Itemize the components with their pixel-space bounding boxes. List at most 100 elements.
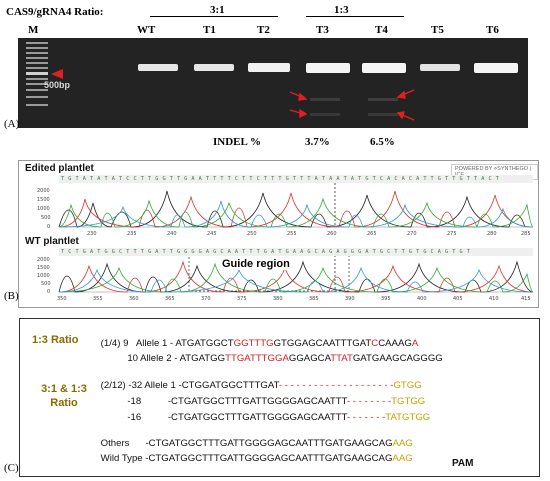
- wt-trace-green: [58, 262, 534, 293]
- allele-row-1-prefix: (1/4) 9 Allele 1 -: [100, 338, 176, 349]
- allele-row-1-f: A: [411, 338, 419, 349]
- edited-ytick-1500: 1500: [37, 197, 50, 203]
- wild-type-pam: AAG: [392, 453, 413, 464]
- edited-xtick-265: 265: [367, 231, 377, 237]
- ratio-3-1-line1: 3:1 & 1:3: [41, 383, 87, 395]
- others-pam: AAG: [392, 438, 413, 449]
- group-label-1-3: 1:3: [334, 4, 349, 16]
- faint-band-t3-upper: [310, 98, 340, 101]
- allele-sequence-panel: 1:3 Ratio 3:1 & 1:3 Ratio (1/4) 9 Allele…: [19, 318, 540, 477]
- edited-xtick-280: 280: [487, 231, 497, 237]
- allele-row-5: -16 -CTGATGGCTTTGATTGGGGAGCAATTT- - - - …: [90, 401, 430, 434]
- allele-row-4-prefix: -18 -: [100, 396, 172, 407]
- ratio-3-1-line2: Ratio: [50, 397, 78, 409]
- edited-chromatogram: 2000 1500 1000 500 0 230 235 240 245 250…: [37, 183, 534, 237]
- wt-ytick-1000: 1000: [37, 273, 50, 279]
- allele-row-1: (1/4) 9 Allele 1 - ATGATGGCTGGTTTGGTGGAG…: [90, 327, 419, 360]
- edited-plantlet-title: Edited plantlet: [25, 163, 94, 174]
- faint-band-t4-upper: [368, 98, 398, 101]
- marker-label: 500bp: [44, 80, 71, 90]
- allele-row-1-e: CAAAG: [378, 338, 412, 349]
- lane-label-t6: T6: [486, 24, 499, 36]
- edited-seq-bar: T G T A T A T A T C C T T G G T T G A A …: [59, 175, 533, 183]
- band-t3: [306, 63, 350, 73]
- wt-xtick-395: 395: [381, 296, 391, 302]
- edited-xtick-245: 245: [207, 231, 217, 237]
- allele-row-3-prefix: (2/12) -32 Allele 1 -: [100, 380, 182, 391]
- wt-xtick-380: 380: [273, 296, 283, 302]
- band-t2: [248, 63, 290, 72]
- allele-row-3-seq: CTGGATGGCTTTGAT: [181, 380, 279, 391]
- allele-row-1-b: GGTTTG: [233, 338, 274, 349]
- lane-label-t4: T4: [375, 24, 388, 36]
- allele-row-2-a: ATGATGG: [179, 353, 226, 364]
- panel-letter-b: (B): [4, 290, 19, 302]
- band-t1: [194, 64, 234, 71]
- edited-xtick-230: 230: [87, 231, 97, 237]
- wt-xtick-385: 385: [309, 296, 319, 302]
- edited-trace-green: [58, 197, 534, 228]
- indel-t4: 6.5%: [370, 136, 395, 148]
- faint-band-t4-lower: [368, 113, 398, 116]
- wt-xtick-390: 390: [345, 296, 355, 302]
- edited-xtick-240: 240: [167, 231, 177, 237]
- edited-ytick-0: 0: [47, 224, 50, 230]
- allele-row-5-prefix: -16 -: [100, 412, 172, 423]
- allele-row-3-end: GTGG: [393, 380, 422, 391]
- wt-xtick-365: 365: [165, 296, 175, 302]
- allele-row-3-deletion: - - - - - - - - - - - - - - - - - - - -: [278, 380, 394, 391]
- wt-xtick-400: 400: [417, 296, 427, 302]
- wt-trace-blue: [58, 266, 534, 293]
- wt-seq-bar: T C T G A T G G C T T T G A T T G G G G …: [59, 248, 533, 256]
- others-prefix: Others -: [100, 438, 149, 449]
- wt-xtick-350: 350: [57, 296, 67, 302]
- lane-label-m: M: [28, 24, 39, 36]
- ratio-1-3-label: 1:3 Ratio: [32, 334, 79, 346]
- wt-xtick-370: 370: [201, 296, 211, 302]
- wt-seq-text: T C T G A T G G C T T T G A T T G G G G …: [61, 249, 471, 255]
- allele-row-1-c: GTGGAGCAATTTGAT: [273, 338, 372, 349]
- wt-plantlet-title: WT plantlet: [25, 236, 79, 247]
- marker-arrow: [51, 69, 63, 79]
- panel-letter-c: (C): [4, 462, 19, 474]
- allele-row-2-prefix: 10 Allele 2 -: [100, 353, 180, 364]
- wt-xtick-415: 415: [521, 296, 531, 302]
- allele-row-1-d: C: [371, 338, 379, 349]
- allele-row-4-seq: CTGATGGCTTTGATTGGGGAGCAATTT: [171, 396, 347, 407]
- allele-row-5-seq: CTGATGGCTTTGATTGGGGAGCAATTT: [171, 412, 347, 423]
- wt-ytick-500: 500: [41, 281, 51, 287]
- ratio-3-1-and-1-3-label: 3:1 & 1:3 Ratio: [34, 383, 94, 409]
- ladder-lane: [26, 42, 48, 106]
- edited-xtick-250: 250: [247, 231, 257, 237]
- allele-row-4: -18 -CTGATGGCTTTGATTGGGGAGCAATTT- - - - …: [90, 385, 425, 418]
- allele-row-2-b: TTGATTTGGA: [225, 353, 289, 364]
- allele-row-5-deletion: - - - - - - -: [346, 412, 386, 423]
- allele-row-2-d: TTAT: [330, 353, 353, 364]
- wt-xtick-405: 405: [453, 296, 463, 302]
- band-t6: [474, 63, 518, 73]
- wild-type-row: Wild Type -CTGATGGCTTTGATTGGGGAGCAATTTGA…: [90, 442, 413, 475]
- edited-ytick-500: 500: [41, 215, 51, 221]
- edited-trace-black: [58, 190, 526, 228]
- wt-xtick-355: 355: [93, 296, 103, 302]
- lane-label-t5: T5: [431, 24, 444, 36]
- lane-label-wt: WT: [137, 24, 156, 36]
- lane-label-t3: T3: [316, 24, 329, 36]
- edited-xtick-270: 270: [407, 231, 417, 237]
- allele-row-3: (2/12) -32 Allele 1 -CTGGATGGCTTTGAT- - …: [90, 369, 422, 402]
- wt-chromatogram: 2000 1500 1000 500 0 350 355 360 365 370…: [37, 256, 534, 302]
- allele-row-4-deletion: - - - - - - - -: [346, 396, 392, 407]
- allele-row-2: 10 Allele 2 - ATGATGGTTGATTTGGAGGAGCATTA…: [90, 342, 442, 375]
- wt-ytick-1500: 1500: [37, 265, 50, 271]
- wt-ytick-0: 0: [47, 289, 50, 295]
- edited-xtick-260: 260: [327, 231, 337, 237]
- indel-label: INDEL %: [213, 136, 261, 148]
- pam-label: PAM: [452, 458, 474, 469]
- edited-xtick-255: 255: [287, 231, 297, 237]
- allele-row-5-end: TATGTGG: [385, 412, 431, 423]
- allele-row-2-c: GGAGCA: [288, 353, 331, 364]
- edited-xtick-275: 275: [447, 231, 457, 237]
- edited-xtick-235: 235: [127, 231, 137, 237]
- guide-region-label: Guide region: [219, 258, 293, 270]
- wild-type-seq: CTGATGGCTTTGATTGGGGAGCAATTTGATGAAGCAG: [148, 453, 393, 464]
